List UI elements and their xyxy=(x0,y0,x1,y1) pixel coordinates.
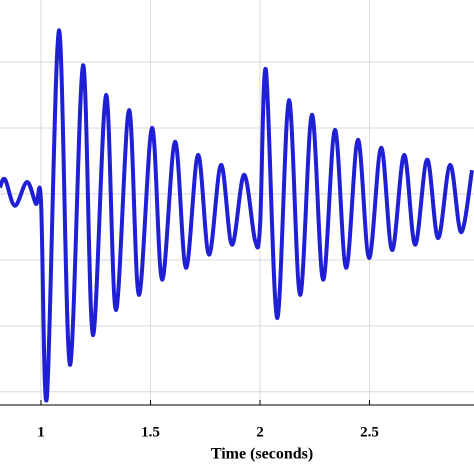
signal-line xyxy=(0,28,474,403)
x-tick-label: 1 xyxy=(37,424,45,440)
x-axis-label: Time (seconds) xyxy=(211,446,313,463)
x-tick-label: 2 xyxy=(256,424,264,440)
x-tick-label: 1.5 xyxy=(141,424,160,440)
x-tick-label: 2.5 xyxy=(360,424,379,440)
